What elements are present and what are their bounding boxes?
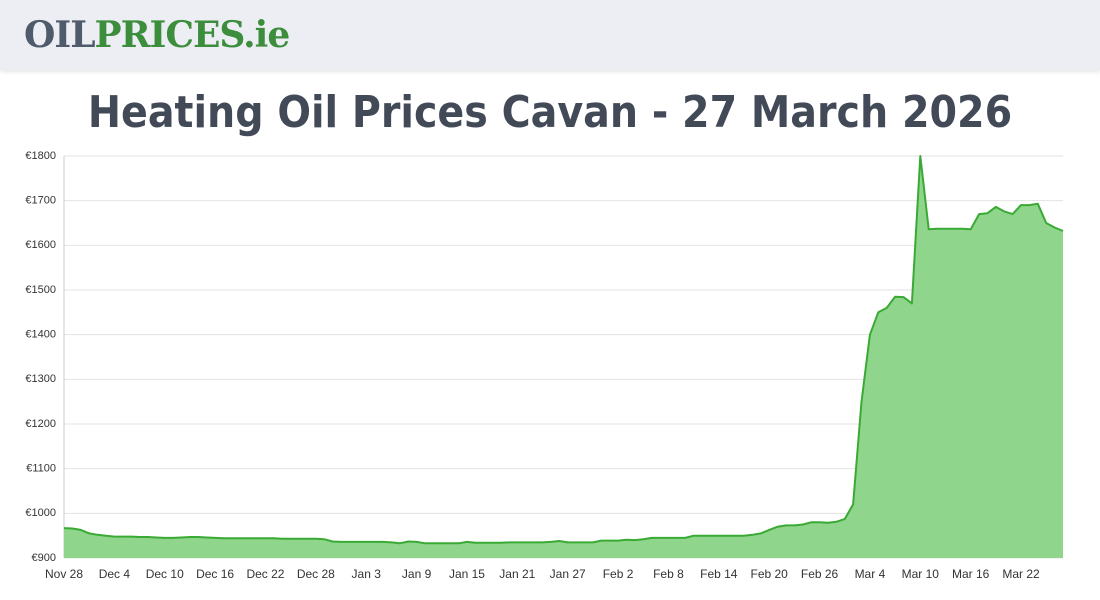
x-tick-label: Jan 9 [402,567,432,581]
x-tick-label: Dec 22 [246,567,284,581]
x-tick-label: Feb 20 [750,567,788,581]
x-tick-label: Jan 15 [449,567,485,581]
chart: Heating Oil Prices Cavan - 27 March 2026… [25,87,1064,581]
x-tick-label: Dec 28 [297,567,335,581]
y-tick-label: €1500 [25,284,56,296]
logo-text: PRICES.ie [94,14,291,56]
area-fill [64,156,1063,558]
x-tick-label: Feb 26 [801,567,839,581]
y-tick-label: €1200 [25,418,56,430]
y-tick-label: €1400 [25,329,56,341]
x-tick-label: Mar 4 [855,567,886,581]
header: OILPRICES.ie [0,0,1100,70]
x-tick-label: Dec 10 [146,567,184,581]
x-tick-label: Jan 27 [550,567,586,581]
y-tick-label: €1000 [25,507,56,519]
y-tick-label: €1700 [25,195,56,207]
chart-title: Heating Oil Prices Cavan - 27 March 2026 [88,87,1012,138]
x-tick-label: Jan 3 [352,567,382,581]
x-tick-label: Feb 14 [700,567,738,581]
x-tick-label: Feb 2 [603,567,634,581]
y-tick-label: €900 [32,552,56,564]
x-tick-label: Mar 22 [1002,567,1040,581]
x-tick-label: Feb 8 [653,567,684,581]
y-tick-label: €1800 [25,150,56,162]
x-tick-label: Dec 16 [196,567,234,581]
x-tick-label: Mar 16 [952,567,990,581]
x-tick-label: Mar 10 [902,567,940,581]
price-line [63,155,1064,545]
x-tick-label: Jan 21 [499,567,535,581]
x-tick-label: Dec 4 [99,567,131,581]
x-tick-label: Nov 28 [45,567,83,581]
logo-text: OIL [24,14,96,56]
logo[interactable]: OILPRICES.ie [24,14,291,56]
y-tick-label: €1600 [25,239,56,251]
y-tick-label: €1300 [25,373,56,385]
y-tick-label: €1100 [26,463,56,475]
